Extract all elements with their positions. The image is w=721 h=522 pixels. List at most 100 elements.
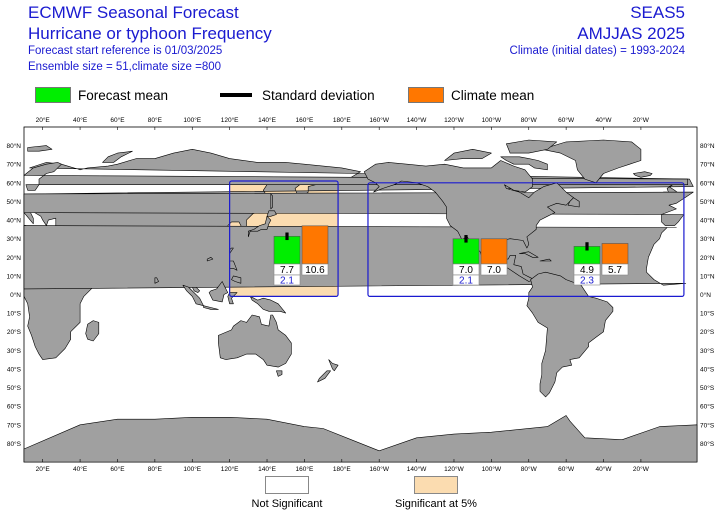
x-tick-top: 120°W	[444, 116, 464, 124]
land-sakhalin	[270, 193, 273, 210]
chart-subtitle: Hurricane or typhoon Frequency	[28, 24, 272, 43]
x-tick-bottom: 20°W	[633, 465, 650, 473]
forecast-value: 7.7	[280, 265, 294, 276]
std-value-box	[573, 274, 601, 286]
land-iceland	[633, 171, 653, 178]
land-sri-lanka	[154, 277, 159, 284]
y-tick-right: 10°S	[700, 310, 715, 318]
y-tick-left: 50°N	[6, 198, 21, 206]
land-new-zealand-n	[328, 359, 339, 372]
x-tick-top: 80°E	[148, 116, 163, 124]
y-tick-right: 70°S	[700, 421, 715, 429]
y-tick-left: 10°S	[7, 310, 22, 318]
legend-climate-label: Climate mean	[451, 87, 535, 103]
legend-std-label: Standard deviation	[262, 87, 375, 103]
climate-value: 5.7	[608, 265, 622, 276]
climate-bar	[480, 238, 508, 265]
y-tick-right: 30°N	[700, 235, 715, 243]
land-sumatra	[182, 284, 204, 307]
x-tick-top: 20°E	[36, 116, 51, 124]
legend-std: Standard deviation	[220, 86, 375, 104]
y-tick-left: 0°N	[10, 291, 21, 299]
start-reference: Forecast start reference is 01/03/2025	[28, 45, 223, 57]
x-tick-top: 180°E	[333, 116, 351, 124]
y-tick-right: 10°N	[700, 272, 715, 280]
climate-value: 7.0	[487, 265, 501, 276]
std-value-box	[273, 274, 301, 286]
y-tick-right: 40°N	[700, 217, 715, 225]
y-tick-left: 40°S	[7, 365, 22, 373]
land-tasmania	[276, 370, 283, 377]
climate-bar	[301, 225, 329, 265]
land-borneo	[208, 281, 229, 303]
x-tick-top: 100°E	[183, 116, 201, 124]
x-tick-top: 160°E	[296, 116, 314, 124]
legend-climate: Climate mean	[408, 86, 534, 104]
y-tick-right: 70°N	[700, 161, 715, 169]
land-japan	[248, 216, 272, 238]
x-tick-bottom: 20°E	[36, 465, 51, 473]
land-hispaniola	[539, 258, 552, 262]
x-tick-top: 160°W	[369, 116, 389, 124]
x-tick-bottom: 140°E	[258, 465, 276, 473]
land-canada-arctic-3	[505, 139, 558, 154]
climate-period: Climate (initial dates) = 1993-2024	[509, 45, 685, 57]
x-tick-bottom: 80°W	[521, 465, 538, 473]
chart-title: ECMWF Seasonal Forecast	[28, 3, 239, 22]
x-tick-bottom: 120°W	[444, 465, 464, 473]
significant-swatch	[414, 476, 458, 494]
y-tick-right: 50°N	[700, 198, 715, 206]
land-new-zealand-s	[317, 370, 331, 383]
x-tick-bottom: 40°E	[73, 465, 88, 473]
region-box-2	[367, 182, 685, 297]
system-name: SEAS5	[630, 3, 685, 22]
x-tick-bottom: 80°E	[148, 465, 163, 473]
std-value: 2.1	[459, 276, 473, 287]
x-tick-top: 100°W	[482, 116, 502, 124]
forecast-bar	[273, 235, 301, 265]
std-value: 2.3	[580, 276, 594, 287]
forecast-swatch	[35, 87, 71, 103]
x-tick-top: 20°W	[633, 116, 650, 124]
land-svalbard	[27, 145, 53, 152]
y-tick-right: 60°S	[700, 403, 715, 411]
legend-forecast: Forecast mean	[35, 86, 168, 104]
climate-value: 10.6	[305, 265, 325, 276]
significant-label: Significant at 5%	[395, 498, 477, 510]
std-value: 2.1	[280, 276, 294, 287]
x-tick-top: 140°E	[258, 116, 276, 124]
y-tick-right: 50°S	[700, 384, 715, 392]
y-tick-right: 30°S	[700, 347, 715, 355]
y-tick-left: 30°N	[6, 235, 21, 243]
y-tick-right: 80°S	[700, 440, 715, 448]
not-significant-swatch	[265, 476, 309, 494]
climate-swatch	[408, 87, 444, 103]
x-tick-bottom: 40°W	[596, 465, 613, 473]
x-tick-top: 40°E	[73, 116, 88, 124]
y-tick-left: 20°N	[6, 254, 21, 262]
x-tick-bottom: 180°E	[333, 465, 351, 473]
land-madagascar	[85, 320, 100, 342]
std-value-box	[452, 274, 480, 286]
land-cuba	[519, 251, 539, 258]
x-tick-top: 140°W	[407, 116, 427, 124]
y-tick-left: 20°S	[7, 328, 22, 336]
land-novaya-zemlya	[102, 150, 133, 163]
y-tick-right: 60°N	[700, 179, 715, 187]
x-tick-bottom: 60°W	[558, 465, 575, 473]
land-south-america	[526, 271, 614, 398]
x-tick-top: 60°W	[558, 116, 575, 124]
forecast-value: 7.0	[459, 265, 473, 276]
land-australia	[218, 314, 292, 368]
climate-bar	[601, 243, 629, 265]
y-tick-left: 70°S	[7, 421, 22, 429]
land-canada-arctic-1	[500, 156, 548, 171]
land-new-guinea	[249, 296, 287, 314]
x-tick-bottom: 140°W	[407, 465, 427, 473]
land-antarctica	[23, 415, 698, 463]
land-newfoundland	[567, 197, 580, 208]
x-tick-top: 40°W	[596, 116, 613, 124]
land-java	[203, 305, 219, 310]
